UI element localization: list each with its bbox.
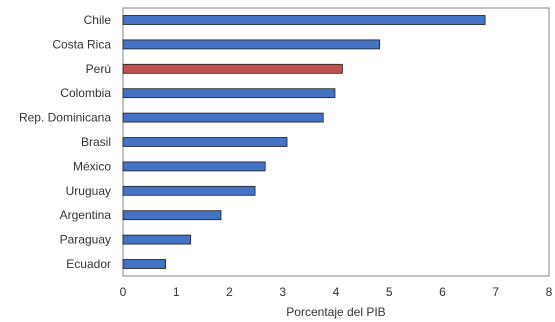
category-label: Rep. Dominicana xyxy=(19,111,111,125)
x-tick-label: 8 xyxy=(546,285,553,299)
bar-chile xyxy=(122,15,486,25)
x-tick-label: 3 xyxy=(279,285,286,299)
category-label: Ecuador xyxy=(66,257,111,271)
category-label: Uruguay xyxy=(66,184,111,198)
x-tick-label: 4 xyxy=(333,285,340,299)
bar-brasil xyxy=(122,137,288,147)
x-tick-label: 2 xyxy=(226,285,233,299)
category-label: Costa Rica xyxy=(52,37,111,51)
bar-rep-dominicana xyxy=(122,112,324,123)
x-tick-label: 1 xyxy=(173,285,180,299)
category-label: México xyxy=(73,159,111,173)
category-label: Colombia xyxy=(60,86,111,100)
bar-argentina xyxy=(122,210,222,221)
bar-colombia xyxy=(122,88,336,99)
bar-costa-rica xyxy=(122,39,381,50)
bar-ecuador xyxy=(122,259,166,269)
x-tick-label: 0 xyxy=(120,285,127,299)
bar-paraguay xyxy=(122,234,192,245)
bar-per- xyxy=(122,63,343,74)
x-axis-title: Porcentaje del PIB xyxy=(286,305,385,319)
category-label: Perú xyxy=(86,62,111,76)
bar-uruguay xyxy=(122,185,256,196)
category-label: Paraguay xyxy=(60,233,111,247)
x-axis-ticks: 0 1 2 3 4 5 6 7 8 xyxy=(120,285,553,299)
category-label: Argentina xyxy=(60,208,112,222)
bar-m-xico xyxy=(122,161,266,172)
x-tick-label: 5 xyxy=(386,285,393,299)
category-labels: Chile Costa Rica Perú Colombia Rep. Dominica… xyxy=(19,13,111,271)
x-tick-label: 6 xyxy=(439,285,446,299)
x-tick-label: 7 xyxy=(492,285,499,299)
category-label: Chile xyxy=(84,13,112,27)
bars-group xyxy=(122,15,486,269)
category-label: Brasil xyxy=(81,135,111,149)
